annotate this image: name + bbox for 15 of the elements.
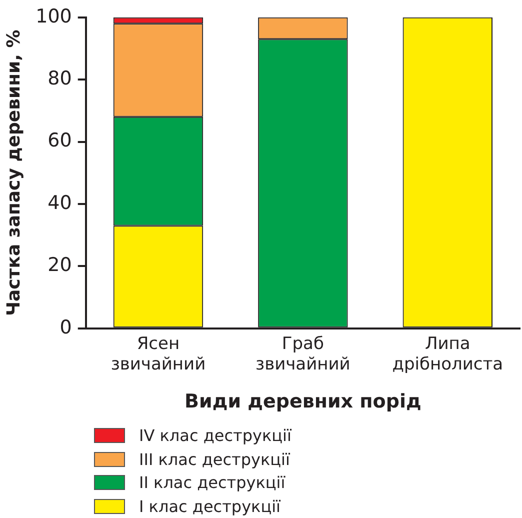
legend-label: III клас деструкції (139, 450, 290, 469)
x-tick-label: Ясен звичайний (110, 334, 206, 374)
x-tick-label: Липа дрібнолиста (392, 334, 504, 374)
y-tick-label: 20 (48, 254, 72, 276)
legend-label: IV клас деструкції (139, 426, 292, 446)
y-tick-label: 0 (60, 316, 72, 338)
legend-label: I клас деструкції (139, 496, 280, 516)
x-tick-label: Граб звичайний (256, 334, 350, 374)
y-tick-label: 100 (36, 5, 72, 28)
y-axis-title: Частка запасу деревини, % (3, 30, 24, 316)
y-tick-label: 80 (48, 68, 72, 90)
x-axis-title: Види деревних порід (184, 390, 422, 413)
legend-label: II клас деструкції (139, 473, 286, 492)
y-tick-label: 40 (48, 192, 72, 214)
y-tick-label: 60 (48, 130, 72, 152)
